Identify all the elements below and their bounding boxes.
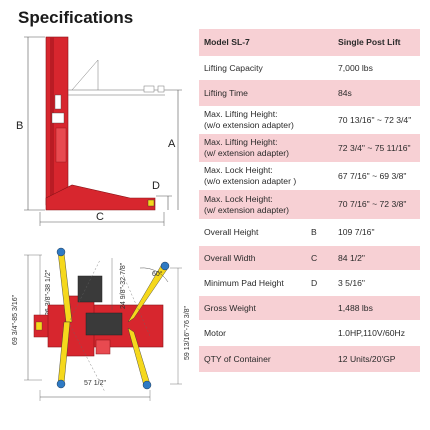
spec-value: 70 7/16" ~ 72 3/8" (333, 190, 420, 219)
spec-row: Max. Lifting Height: (w/ extension adapt… (199, 134, 420, 162)
spec-letter: C (311, 246, 333, 270)
spec-value: 70 13/16" ~ 72 3/4" (338, 114, 412, 125)
spec-letter (311, 29, 333, 56)
spec-letter (311, 56, 333, 80)
spec-label: Max. Lock Height: (w/ extension adapter) (199, 190, 311, 219)
spec-row: Overall Height B 109 7/16" (199, 219, 420, 246)
spec-label: Gross Weight (199, 296, 311, 320)
spec-label: QTY of Container (199, 346, 311, 372)
spec-value: 7,000 lbs (338, 62, 373, 73)
spec-label: Lifting Capacity (204, 62, 263, 73)
spec-value: Single Post Lift (333, 29, 420, 56)
spec-value: 84 1/2" (333, 246, 420, 270)
spec-row: Lifting Time 84s (199, 80, 420, 106)
dim-label-c: C (96, 211, 104, 223)
spec-table: Model SL-7 Single Post Lift Lifting Capaci… (199, 29, 420, 372)
spec-row: Max. Lock Height: (w/o extension adapter… (199, 162, 420, 190)
spec-label: Model SL-7 (199, 29, 311, 56)
plan-view-drawing: 69 3/4"-85 3/16" 26 3/8"-38 1/2" 60° 24 … (12, 247, 191, 401)
spec-value: 12 Units/20'GP (333, 346, 420, 372)
spec-row: Gross Weight 1,488 lbs (199, 296, 420, 320)
spec-letter (311, 134, 333, 162)
spec-label: Lifting Time (199, 80, 311, 106)
spec-label: Overall Width (199, 246, 311, 270)
dim-label-a: A (168, 138, 176, 150)
side-view-drawing: B A D C (16, 36, 182, 226)
spec-label: Motor (204, 327, 226, 338)
spec-row: Overall Width C 84 1/2" (199, 246, 420, 270)
spec-letter (311, 320, 333, 346)
spec-value: 67 7/16" ~ 69 3/8" (338, 170, 407, 181)
spec-letter (311, 190, 333, 219)
page-title: Specifications (18, 8, 134, 27)
spec-letter: D (311, 277, 318, 288)
spec-row: Model SL-7 Single Post Lift (199, 29, 420, 56)
dim-plan-bottom: 57 1/2" (84, 380, 106, 387)
spec-value: 72 3/4" ~ 75 11/16" (333, 134, 420, 162)
dim-arm-left: 26 3/8"-38 1/2" (45, 269, 52, 316)
dim-plan-left: 69 3/4"-85 3/16" (12, 294, 19, 345)
spec-row: Max. Lifting Height: (w/o extension adap… (199, 106, 420, 134)
spec-label: Overall Height (204, 227, 259, 237)
spec-row: Motor 1.0HP,110V/60Hz (199, 320, 420, 346)
spec-row: QTY of Container 12 Units/20'GP (199, 346, 420, 372)
spec-value: 109 7/16" (338, 227, 375, 237)
spec-letter (311, 346, 333, 372)
dim-label-b: B (16, 120, 23, 132)
spec-letter: B (311, 227, 317, 237)
spec-label: Max. Lock Height: (w/o extension adapter… (204, 165, 297, 186)
spec-row: Minimum Pad Height D 3 5/16" (199, 270, 420, 296)
spec-label: Minimum Pad Height (204, 277, 284, 288)
spec-row: Max. Lock Height: (w/ extension adapter)… (199, 190, 420, 219)
dim-arm-mid: 24 9/8"-32 7/8" (120, 262, 127, 309)
spec-letter (311, 296, 333, 320)
spec-value: 1.0HP,110V/60Hz (338, 327, 406, 338)
spec-letter (311, 80, 333, 106)
angle-label: 60° (152, 270, 163, 278)
dim-label-d: D (152, 180, 160, 192)
spec-value: 3 5/16" (338, 277, 365, 288)
spec-letter (311, 162, 333, 190)
spec-label: Max. Lifting Height: (w/ extension adapt… (199, 134, 311, 162)
dim-arm-right: 59 13/16"-76 3/8" (184, 305, 191, 360)
spec-value: 1,488 lbs (333, 296, 420, 320)
spec-letter (311, 106, 333, 134)
spec-label: Max. Lifting Height: (w/o extension adap… (204, 109, 294, 130)
spec-row: Lifting Capacity 7,000 lbs (199, 56, 420, 80)
spec-value: 84s (333, 80, 420, 106)
